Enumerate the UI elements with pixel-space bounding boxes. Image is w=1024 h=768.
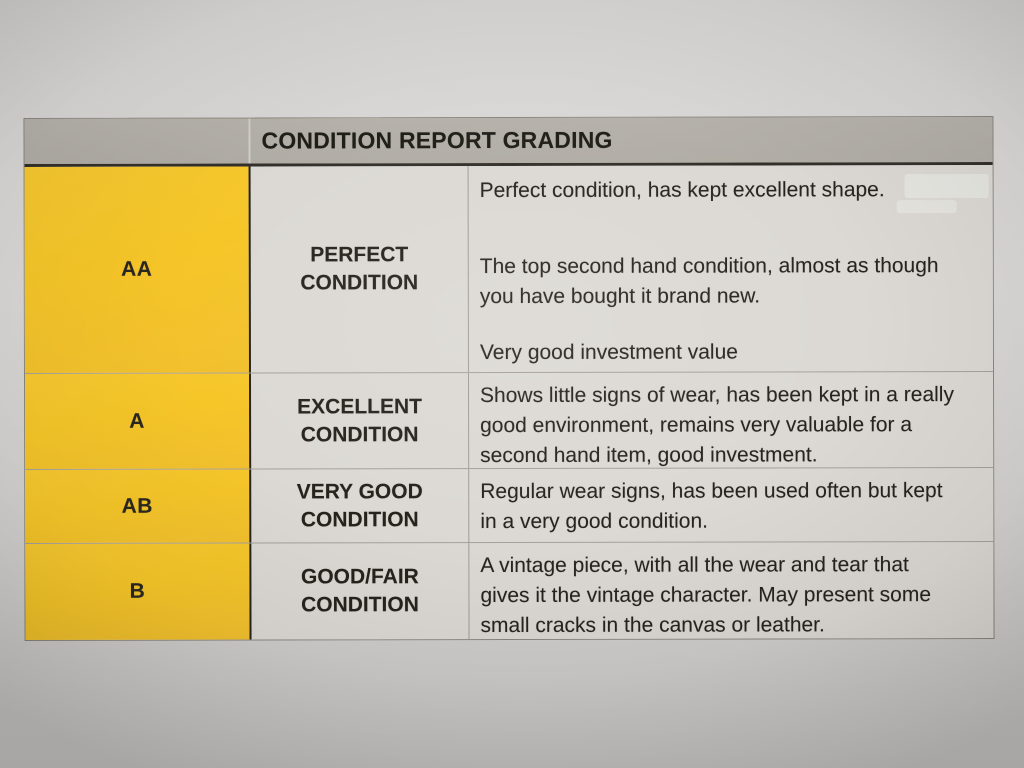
description-paragraph: Very good investment value	[479, 340, 738, 365]
description-cell-b: A vintage piece, with all the wear and t…	[469, 542, 993, 639]
grade-cell-ab: AB	[25, 469, 252, 544]
grade-label: B	[129, 579, 146, 603]
condition-label: PERFECT CONDITION	[300, 243, 419, 295]
condition-report-grading-table: CONDITION REPORT GRADING AA PERFECT COND…	[23, 115, 995, 642]
condition-label: VERY GOOD CONDITION	[296, 479, 423, 531]
grade-label: A	[129, 409, 145, 433]
grade-cell-a: A	[24, 373, 252, 470]
grade-label: AA	[121, 257, 153, 281]
header-corner-cell	[24, 118, 251, 165]
table-title: CONDITION REPORT GRADING	[261, 126, 613, 154]
header-title-cell: CONDITION REPORT GRADING	[250, 116, 993, 164]
description-paragraph: Shows little signs of wear, has been kep…	[480, 383, 954, 468]
table-row-aa: AA PERFECT CONDITION Perfect condition, …	[24, 164, 993, 374]
table-header-row: CONDITION REPORT GRADING	[24, 116, 993, 168]
condition-label: EXCELLENT CONDITION	[297, 394, 423, 446]
description-paragraph: A vintage piece, with all the wear and t…	[480, 553, 932, 638]
grade-cell-b: B	[25, 543, 252, 641]
description-cell-ab: Regular wear signs, has been used often …	[469, 468, 993, 542]
condition-label: GOOD/FAIR CONDITION	[300, 565, 419, 617]
table-row-b: B GOOD/FAIR CONDITION A vintage piece, w…	[25, 540, 994, 641]
condition-label-cell-a: EXCELLENT CONDITION	[250, 373, 470, 469]
grade-cell-aa: AA	[24, 166, 251, 374]
description-paragraph: The top second hand condition, almost as…	[479, 254, 939, 309]
description-cell-a: Shows little signs of wear, has been kep…	[469, 372, 993, 468]
table-row-ab: AB VERY GOOD CONDITION Regular wear sign…	[25, 466, 994, 544]
condition-label-cell-b: GOOD/FAIR CONDITION	[251, 543, 470, 640]
condition-label-cell-ab: VERY GOOD CONDITION	[251, 469, 470, 543]
description-paragraph: Perfect condition, has kept excellent sh…	[479, 178, 885, 203]
condition-label-cell-aa: PERFECT CONDITION	[250, 166, 469, 373]
grade-label: AB	[121, 494, 153, 518]
description-cell-aa: Perfect condition, has kept excellent sh…	[469, 165, 993, 372]
description-paragraph: Regular wear signs, has been used often …	[480, 479, 943, 534]
table-row-a: A EXCELLENT CONDITION Shows little signs…	[24, 370, 994, 470]
